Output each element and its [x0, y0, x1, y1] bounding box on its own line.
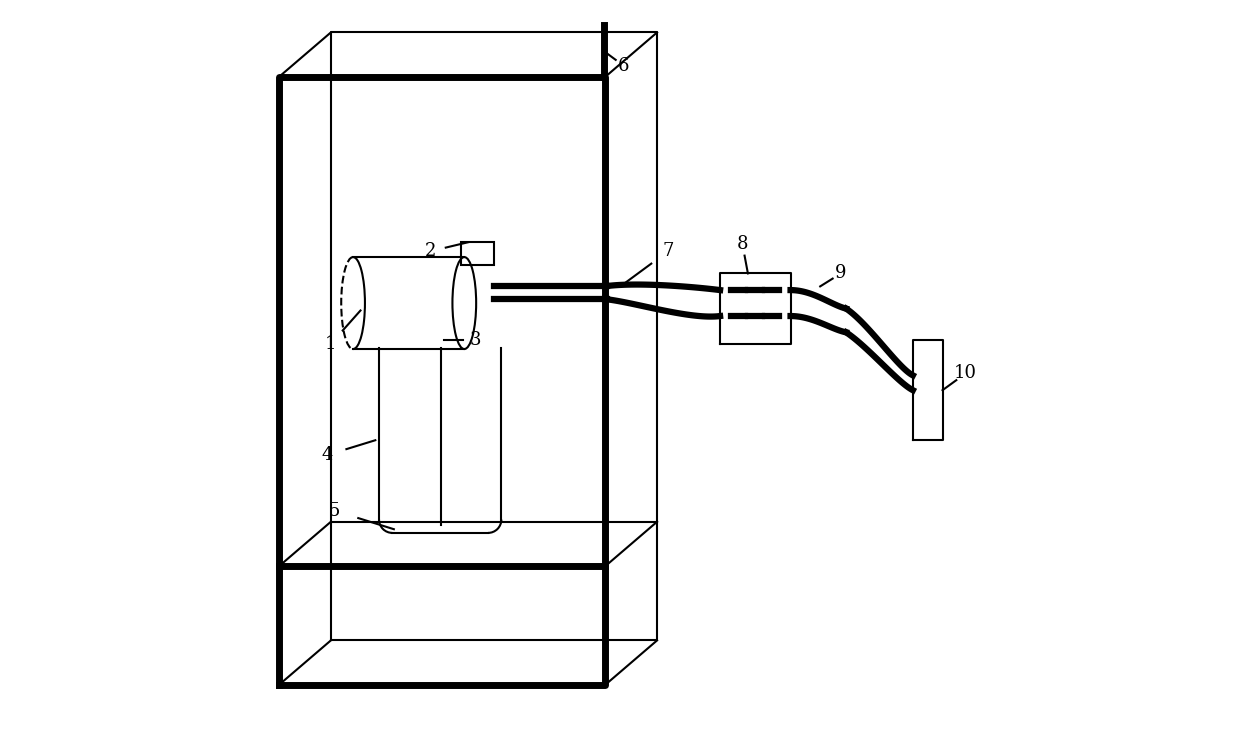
Text: 10: 10	[954, 365, 977, 382]
Text: 9: 9	[836, 264, 847, 282]
Text: 8: 8	[737, 235, 748, 252]
Bar	[460, 242, 494, 264]
Text: 1: 1	[325, 335, 336, 353]
Text: 5: 5	[329, 502, 340, 520]
Text: 7: 7	[662, 242, 673, 260]
Text: 2: 2	[425, 242, 436, 260]
Text: 6: 6	[618, 57, 630, 75]
Text: 3: 3	[470, 331, 481, 349]
Text: 4: 4	[321, 446, 332, 464]
